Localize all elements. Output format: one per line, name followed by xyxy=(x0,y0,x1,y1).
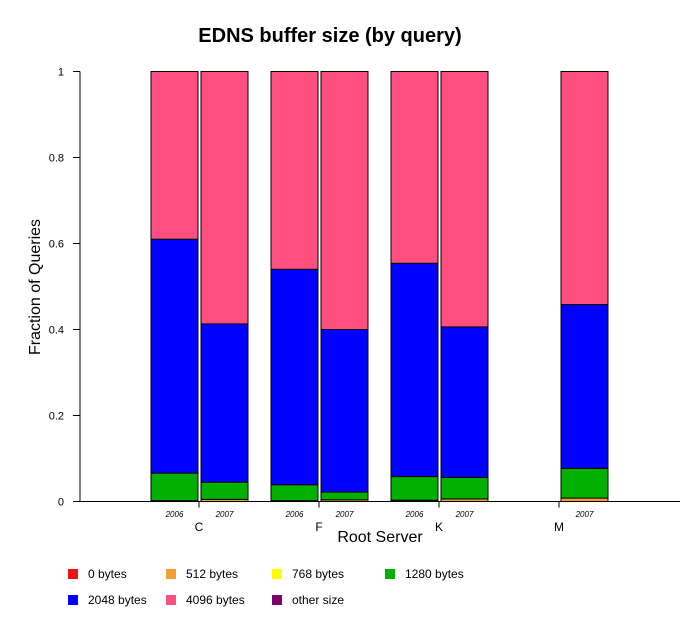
year-label: 2007 xyxy=(215,510,234,519)
bar-segment xyxy=(560,497,609,502)
bar-segment xyxy=(320,329,369,493)
y-tick-label: 0.6 xyxy=(49,239,64,251)
y-tick-label: 0.8 xyxy=(49,153,64,165)
server-label: M xyxy=(554,520,564,534)
server-label: F xyxy=(315,520,322,534)
bar-M-2007 xyxy=(560,71,609,502)
bar-segment xyxy=(270,268,319,486)
legend-label: 1280 bytes xyxy=(405,567,464,581)
bar-segment xyxy=(200,71,249,325)
legend-swatch xyxy=(68,595,78,605)
bar-segment xyxy=(150,71,199,240)
legend-swatch xyxy=(272,569,282,579)
bar-segment xyxy=(560,467,609,499)
legend-label: 768 bytes xyxy=(292,567,344,581)
y-axis: 0 0.2 0.4 0.6 0.8 1 xyxy=(49,67,81,509)
bar-stacks xyxy=(150,71,609,503)
bar-segment xyxy=(150,472,199,502)
legend-label: 512 bytes xyxy=(186,567,238,581)
legend-label: 2048 bytes xyxy=(88,593,147,607)
bar-F-2006 xyxy=(270,71,319,503)
bar-K-2006 xyxy=(390,71,439,503)
chart-title: EDNS buffer size (by query) xyxy=(198,25,461,47)
legend-item: 1280 bytes xyxy=(385,567,464,581)
bar-C-2006 xyxy=(150,71,199,503)
year-label: 2007 xyxy=(575,510,594,519)
server-label: C xyxy=(195,520,204,534)
year-labels: 2006 2007 2006 2007 2006 2007 2007 xyxy=(165,510,594,519)
bar-segment xyxy=(320,491,369,501)
legend-swatch xyxy=(166,595,176,605)
legend-item: other size xyxy=(272,593,344,607)
y-axis-title: Fraction of Queries xyxy=(27,219,44,355)
bar-segment xyxy=(270,71,319,270)
bar-segment xyxy=(200,323,249,483)
x-axis-title: Root Server xyxy=(337,529,423,546)
bar-segment xyxy=(270,484,319,502)
year-label: 2007 xyxy=(335,510,354,519)
year-label: 2007 xyxy=(455,510,474,519)
legend: 0 bytes 512 bytes 768 bytes 1280 bytes 2048 … xyxy=(68,567,464,607)
bar-segment xyxy=(390,476,439,501)
y-tick-label: 0.2 xyxy=(49,411,64,423)
legend-label: other size xyxy=(292,593,344,607)
legend-item: 512 bytes xyxy=(166,567,238,581)
legend-swatch xyxy=(272,595,282,605)
year-label: 2006 xyxy=(405,510,424,519)
legend-item: 768 bytes xyxy=(272,567,344,581)
bar-segment xyxy=(440,476,489,500)
y-tick-label: 0.4 xyxy=(49,325,64,337)
legend-label: 4096 bytes xyxy=(186,593,245,607)
bar-segment xyxy=(560,71,609,306)
legend-item: 4096 bytes xyxy=(166,593,245,607)
legend-swatch xyxy=(166,569,176,579)
year-label: 2006 xyxy=(165,510,184,519)
bar-segment xyxy=(150,238,199,474)
year-label: 2006 xyxy=(285,510,304,519)
bar-K-2007 xyxy=(440,71,489,503)
legend-item: 2048 bytes xyxy=(68,593,147,607)
bar-segment xyxy=(200,481,249,500)
bar-segment xyxy=(560,304,609,469)
y-tick-label: 0 xyxy=(58,497,64,509)
legend-label: 0 bytes xyxy=(88,567,127,581)
y-tick-label: 1 xyxy=(58,67,64,79)
bar-segment xyxy=(320,71,369,330)
legend-swatch xyxy=(385,569,395,579)
legend-item: 0 bytes xyxy=(68,567,127,581)
bar-segment xyxy=(440,326,489,478)
bar-F-2007 xyxy=(320,71,369,502)
bar-segment xyxy=(440,71,489,328)
bar-segment xyxy=(390,71,439,264)
legend-swatch xyxy=(68,569,78,579)
server-label: K xyxy=(435,520,443,534)
bar-segment xyxy=(390,262,439,478)
bar-C-2007 xyxy=(200,71,249,503)
